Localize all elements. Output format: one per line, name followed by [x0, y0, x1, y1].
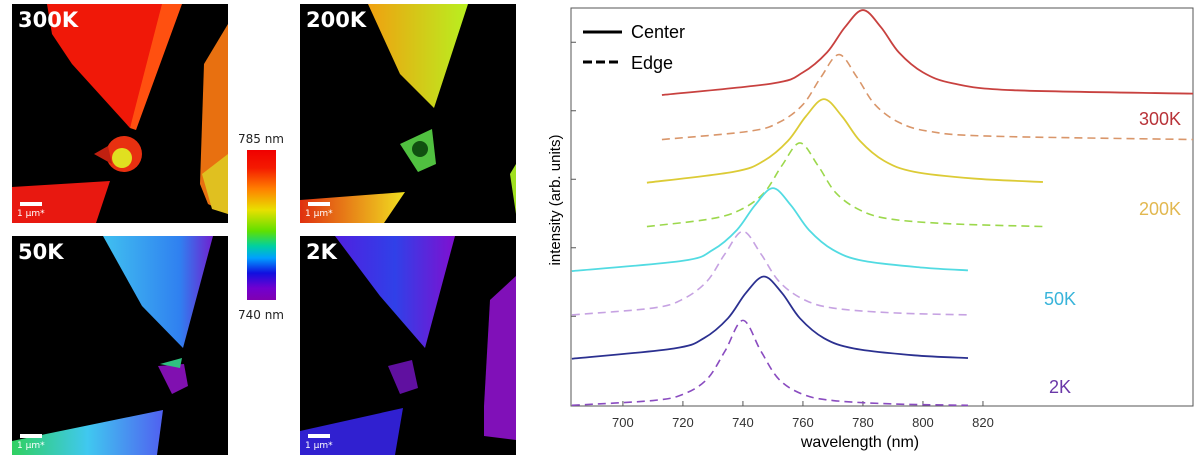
series-line-2k-center — [571, 275, 969, 360]
scale-label: 1 µm* — [305, 209, 333, 219]
annotation-50k: 50K — [1044, 289, 1076, 309]
map-panel-50k: 50K 1 µm* — [12, 236, 228, 455]
x-tick-label: 740 — [732, 415, 754, 430]
x-tick-label: 700 — [612, 415, 634, 430]
map-image-300k — [12, 4, 228, 223]
scale-label: 1 µm* — [305, 441, 333, 451]
series-line-50k-edge — [571, 230, 968, 316]
x-axis-label: wavelength (nm) — [800, 434, 919, 451]
map-image-2k — [300, 236, 516, 455]
scale-bar — [308, 434, 330, 438]
x-tick-label: 720 — [672, 415, 694, 430]
scale-label: 1 µm* — [17, 209, 45, 219]
x-tick-label: 780 — [852, 415, 874, 430]
colorbar-min-label: 740 nm — [237, 308, 284, 322]
series-line-300k-edge — [661, 53, 1194, 141]
x-tick-label: 820 — [972, 415, 994, 430]
colorbar-max-label: 785 nm — [237, 132, 284, 146]
panel-label: 200K — [306, 8, 367, 32]
series-line-200k-center — [646, 98, 1044, 184]
y-axis-label: intensity (arb. units) — [547, 135, 564, 266]
map-panel-2k: 2K 1 µm* — [300, 236, 516, 455]
map-image-200k — [300, 4, 516, 223]
x-tick-label: 800 — [912, 415, 934, 430]
annotation-300k: 300K — [1139, 109, 1181, 129]
panel-label: 50K — [18, 240, 64, 264]
legend-edge-label: Edge — [631, 53, 673, 73]
map-panel-200k: 200K 1 µm* — [300, 4, 516, 223]
series-line-2k-edge — [571, 319, 968, 407]
scale-bar — [20, 434, 42, 438]
spectra-chart: 700 720 740 760 780 800 820 Center Edge 300K 2… — [547, 7, 1194, 451]
plot-frame — [570, 7, 1194, 407]
scale-bar — [308, 202, 330, 206]
series-line-300k-center — [661, 9, 1194, 96]
legend-center-label: Center — [631, 22, 685, 42]
map-image-50k — [12, 236, 213, 455]
scale-bar — [20, 202, 42, 206]
annotation-200k: 200K — [1139, 199, 1181, 219]
panel-label: 300K — [18, 8, 79, 32]
colorbar — [247, 150, 276, 300]
annotation-2k: 2K — [1049, 377, 1071, 397]
x-tick-label: 760 — [792, 415, 814, 430]
panel-label: 2K — [306, 240, 337, 264]
map-panel-300k: 300K 1 µm* — [12, 4, 228, 223]
series-line-50k-center — [571, 187, 969, 272]
scale-label: 1 µm* — [17, 441, 45, 451]
series-line-200k-edge — [646, 142, 1043, 228]
